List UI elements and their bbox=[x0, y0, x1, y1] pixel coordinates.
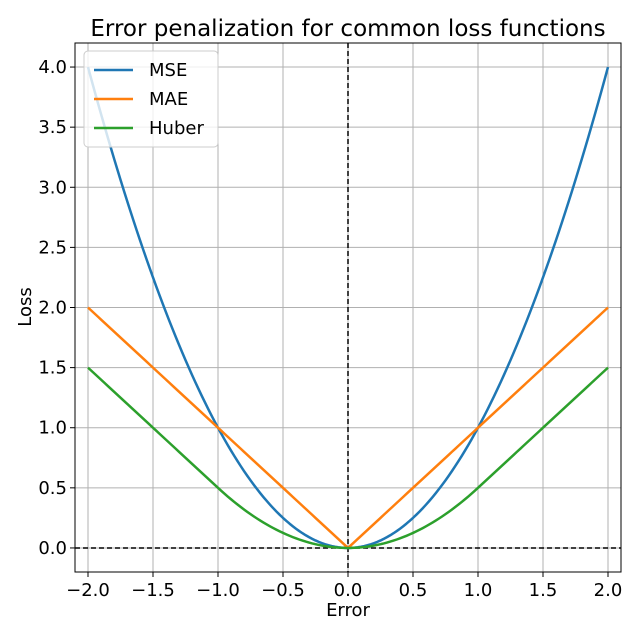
y-tick-label-4: 2.0 bbox=[38, 298, 67, 319]
x-tick-label-3: −0.5 bbox=[261, 580, 305, 601]
x-tick-label-5: 0.5 bbox=[399, 580, 428, 601]
y-axis-label: Loss bbox=[15, 287, 36, 326]
y-tick-label-0: 0.0 bbox=[38, 538, 67, 559]
x-tick-label-1: −1.5 bbox=[131, 580, 175, 601]
y-tick-label-6: 3.0 bbox=[38, 177, 67, 198]
series-lines bbox=[86, 66, 610, 550]
y-tick-label-3: 1.5 bbox=[38, 358, 67, 379]
y-tick-label-1: 0.5 bbox=[38, 478, 67, 499]
y-tick-label-5: 2.5 bbox=[38, 237, 67, 258]
x-tick-label-0: −2.0 bbox=[66, 580, 110, 601]
axis-ticks: −2.0 −1.5 −1.0 −0.5 0.0 0.5 1.0 1.5 2.0 0.0 0.5 1.0… bbox=[38, 57, 622, 601]
x-axis-label: Error bbox=[326, 600, 370, 621]
legend-box bbox=[83, 50, 219, 148]
legend-label-huber: Huber bbox=[149, 118, 204, 139]
chart-title: Error penalization for common loss funct… bbox=[90, 16, 605, 42]
x-tick-label-4: 0.0 bbox=[334, 580, 363, 601]
y-tick-label-7: 3.5 bbox=[38, 117, 67, 138]
y-tick-label-8: 4.0 bbox=[38, 57, 67, 78]
x-tick-label-8: 2.0 bbox=[594, 580, 623, 601]
series-line-huber bbox=[87, 366, 609, 550]
legend-label-mse: MSE bbox=[149, 60, 187, 81]
x-tick-label-2: −1.0 bbox=[196, 580, 240, 601]
legend: MSE MAE Huber bbox=[83, 50, 219, 148]
x-tick-label-6: 1.0 bbox=[464, 580, 493, 601]
legend-label-mae: MAE bbox=[149, 89, 188, 110]
x-tick-label-7: 1.5 bbox=[529, 580, 558, 601]
y-tick-label-2: 1.0 bbox=[38, 418, 67, 439]
